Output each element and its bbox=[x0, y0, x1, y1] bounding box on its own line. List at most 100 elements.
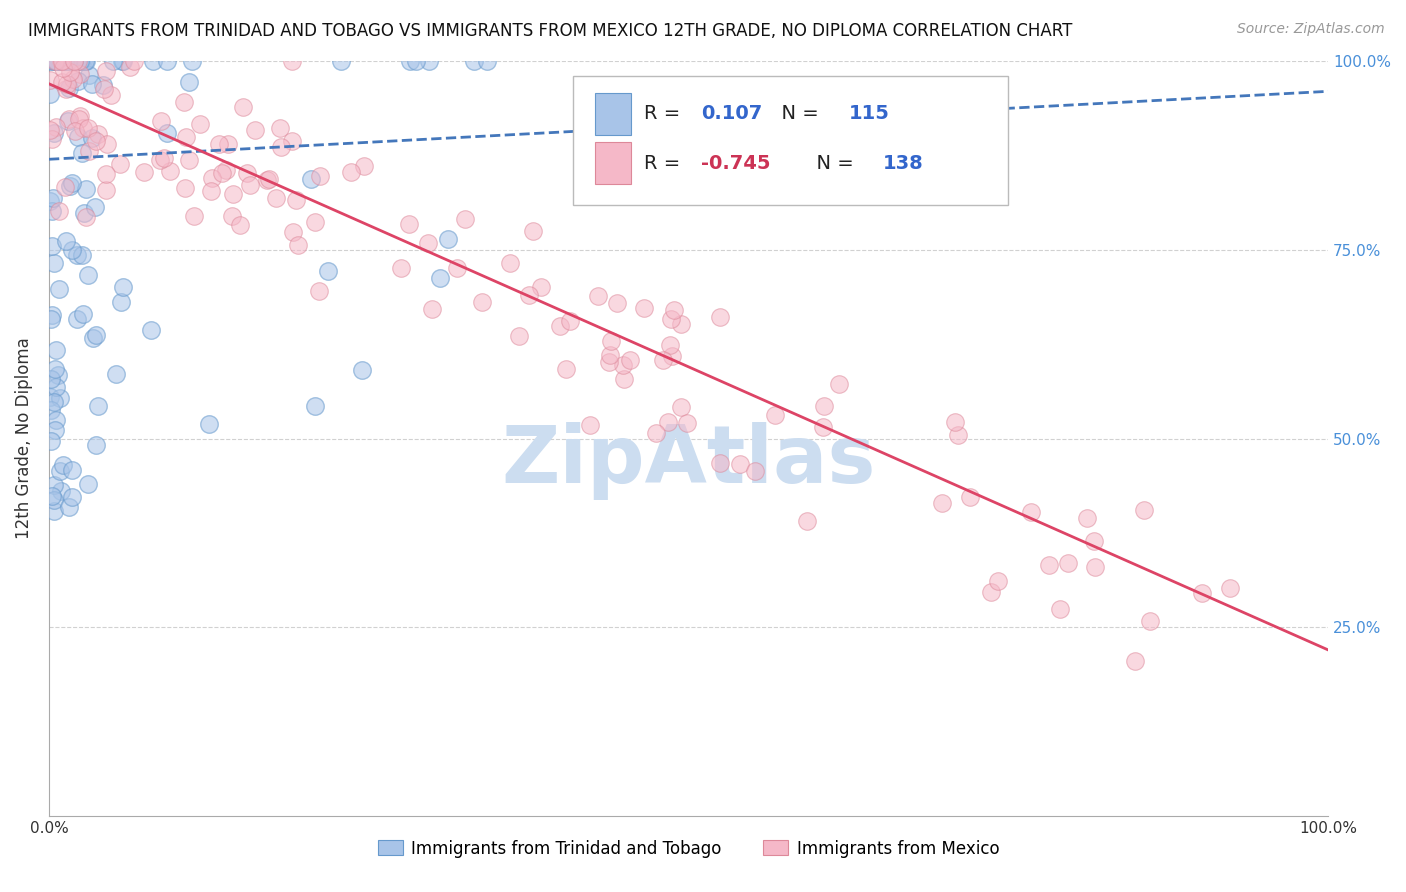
Point bbox=[270, 140, 292, 154]
Point bbox=[173, 181, 195, 195]
Point bbox=[671, 400, 693, 414]
Point bbox=[75, 182, 97, 196]
Point bbox=[58, 112, 80, 126]
Point bbox=[76, 477, 98, 491]
Point bbox=[41, 309, 63, 323]
Point bbox=[44, 54, 66, 69]
Point bbox=[811, 420, 834, 434]
Point bbox=[72, 307, 94, 321]
Point bbox=[418, 54, 440, 69]
Point bbox=[1038, 558, 1060, 573]
Point bbox=[340, 164, 363, 178]
Point bbox=[188, 117, 211, 131]
Point bbox=[49, 54, 72, 69]
Point bbox=[959, 490, 981, 504]
Point bbox=[96, 137, 118, 152]
Point bbox=[176, 130, 198, 145]
Point bbox=[103, 54, 125, 69]
Point bbox=[612, 358, 634, 372]
Point bbox=[48, 54, 70, 69]
Point bbox=[69, 112, 91, 126]
Point bbox=[75, 54, 97, 69]
Point bbox=[931, 496, 953, 510]
Point bbox=[1083, 533, 1105, 548]
Point bbox=[946, 428, 969, 442]
Point bbox=[222, 187, 245, 202]
Point bbox=[558, 313, 581, 327]
Point bbox=[39, 123, 62, 137]
Point bbox=[41, 204, 63, 219]
Point bbox=[111, 54, 134, 69]
Point bbox=[70, 146, 93, 161]
Point bbox=[87, 399, 110, 413]
Point bbox=[796, 514, 818, 528]
Point bbox=[183, 209, 205, 223]
Point bbox=[353, 159, 375, 173]
Point bbox=[56, 54, 79, 69]
Point bbox=[299, 172, 322, 186]
Point bbox=[66, 54, 89, 69]
Point bbox=[41, 489, 63, 503]
Point bbox=[555, 362, 578, 376]
Text: -0.745: -0.745 bbox=[702, 153, 770, 172]
Point bbox=[91, 78, 114, 92]
Point bbox=[93, 82, 115, 96]
Text: N =: N = bbox=[804, 153, 859, 172]
Point bbox=[156, 54, 179, 69]
Point bbox=[42, 54, 65, 69]
Point bbox=[200, 184, 222, 198]
Point bbox=[42, 256, 65, 270]
Text: N =: N = bbox=[769, 104, 825, 123]
Point bbox=[70, 54, 93, 69]
Point bbox=[156, 126, 179, 140]
Point bbox=[1139, 614, 1161, 628]
Point bbox=[69, 109, 91, 123]
Point bbox=[39, 87, 62, 102]
Point bbox=[586, 289, 609, 303]
Point bbox=[66, 312, 89, 326]
Point bbox=[606, 296, 628, 310]
Point bbox=[60, 54, 83, 69]
Point bbox=[49, 391, 72, 405]
Point bbox=[58, 179, 80, 194]
Point bbox=[350, 362, 373, 376]
Point bbox=[39, 312, 62, 326]
Point bbox=[446, 260, 468, 275]
Point bbox=[58, 114, 80, 128]
Point bbox=[45, 343, 67, 357]
Text: R =: R = bbox=[644, 153, 686, 172]
Point bbox=[44, 127, 66, 141]
Point bbox=[257, 172, 280, 186]
Point bbox=[58, 54, 80, 69]
Point bbox=[69, 54, 91, 69]
Point bbox=[77, 145, 100, 159]
Point bbox=[112, 280, 135, 294]
Point bbox=[45, 54, 67, 69]
Point bbox=[215, 163, 238, 178]
Point bbox=[48, 464, 70, 478]
Point bbox=[39, 390, 62, 404]
Point bbox=[66, 247, 89, 261]
Point bbox=[619, 353, 641, 368]
Point bbox=[256, 173, 278, 187]
Point bbox=[229, 218, 252, 232]
Point bbox=[245, 122, 267, 136]
Point bbox=[51, 75, 73, 89]
Point bbox=[416, 236, 439, 251]
Point bbox=[1219, 581, 1241, 595]
Point bbox=[208, 136, 231, 151]
Point bbox=[63, 54, 86, 69]
Point bbox=[48, 204, 70, 219]
Text: Source: ZipAtlas.com: Source: ZipAtlas.com bbox=[1237, 22, 1385, 37]
Point bbox=[39, 372, 62, 386]
Point bbox=[48, 54, 70, 69]
Point bbox=[84, 134, 107, 148]
Point bbox=[42, 191, 65, 205]
Point bbox=[159, 164, 181, 178]
Point bbox=[201, 171, 224, 186]
Point bbox=[475, 54, 498, 69]
Point bbox=[75, 54, 97, 69]
Point bbox=[179, 153, 201, 167]
Point bbox=[45, 54, 67, 69]
Point bbox=[139, 323, 162, 337]
